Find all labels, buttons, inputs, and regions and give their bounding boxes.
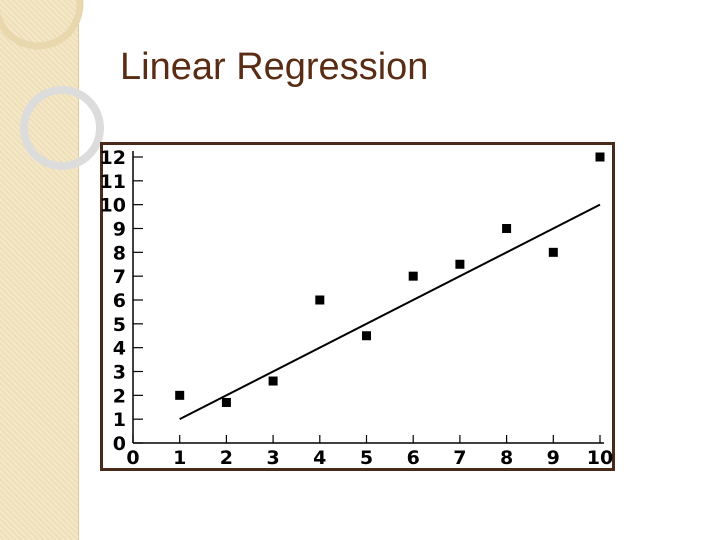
regression-line <box>179 203 601 421</box>
x-tick-label: 7 <box>453 447 466 469</box>
data-point <box>175 390 185 400</box>
deco-circle-top <box>0 0 84 50</box>
data-point <box>221 397 231 407</box>
x-tick-label: 8 <box>500 447 513 469</box>
data-point <box>455 259 465 269</box>
x-tick-label: 9 <box>547 447 560 469</box>
x-tick-label: 4 <box>313 447 326 469</box>
x-tick-label: 1 <box>173 447 186 469</box>
y-tick-label: 8 <box>113 242 126 264</box>
data-point <box>502 224 512 233</box>
x-tick-label: 2 <box>220 447 233 469</box>
y-tick-label: 5 <box>113 314 126 336</box>
decorative-circles <box>0 0 104 170</box>
data-point <box>268 376 278 386</box>
y-tick-label: 4 <box>113 338 126 360</box>
slide-title: Linear Regression <box>120 46 429 88</box>
data-point <box>362 331 371 341</box>
x-tick-label: 3 <box>266 447 279 469</box>
y-tick-label: 10 <box>100 195 126 217</box>
data-point <box>548 247 558 257</box>
y-tick-label: 6 <box>113 290 126 312</box>
y-tick-label: 1 <box>113 409 126 431</box>
x-tick-label: 6 <box>407 447 420 469</box>
y-tick-label: 12 <box>100 147 126 169</box>
data-point <box>315 295 325 305</box>
chart-frame <box>100 142 615 471</box>
data-points <box>175 152 605 407</box>
y-tick-label: 9 <box>113 219 126 241</box>
deco-circle-middle <box>20 86 104 170</box>
x-tick-label: 0 <box>126 447 139 469</box>
x-tick-label: 10 <box>587 447 613 469</box>
y-tick-label: 7 <box>113 266 126 288</box>
data-point <box>595 152 605 162</box>
y-tick-label: 2 <box>113 385 126 407</box>
y-tick-label: 11 <box>100 171 126 193</box>
y-tick-label: 3 <box>113 362 126 384</box>
data-point <box>408 271 418 281</box>
y-tick-label: 0 <box>113 433 126 455</box>
x-tick-label: 5 <box>360 447 373 469</box>
x-axis-ticks: 0 1 2 3 4 5 6 7 8 9 10 <box>126 435 613 469</box>
